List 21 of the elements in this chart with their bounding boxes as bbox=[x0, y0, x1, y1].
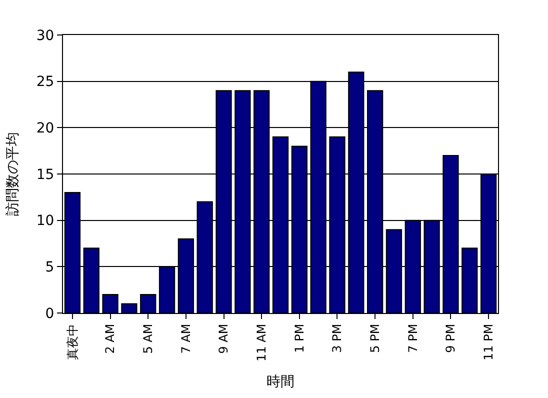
y-tick-label: 0 bbox=[45, 306, 54, 322]
y-tick-label: 25 bbox=[36, 74, 54, 90]
x-axis-title: 時間 bbox=[266, 374, 294, 390]
x-tick-label: 7 PM bbox=[406, 324, 420, 353]
y-tick-label: 20 bbox=[36, 120, 54, 137]
x-tick-label: 真夜中 bbox=[65, 324, 80, 360]
x-tick-label: 2 AM bbox=[103, 324, 118, 354]
x-tick-label: 9 AM bbox=[216, 324, 231, 354]
x-tick-label: 3 PM bbox=[330, 324, 344, 353]
y-tick-label: 15 bbox=[36, 166, 54, 183]
x-tick-label: 11 PM bbox=[481, 324, 496, 360]
y-tick-label: 5 bbox=[45, 260, 54, 276]
x-tick-label: 7 AM bbox=[178, 324, 193, 354]
y-tick-label: 30 bbox=[36, 28, 54, 44]
y-tick-label: 10 bbox=[36, 213, 54, 230]
x-tick-label: 5 PM bbox=[368, 324, 382, 353]
y-axis-title: 訪問数の平均 bbox=[4, 132, 21, 216]
x-tick-label: 9 PM bbox=[444, 324, 458, 353]
x-tick-label: 11 AM bbox=[254, 324, 268, 362]
x-tick-label: 1 PM bbox=[292, 324, 306, 353]
x-tick-label: 5 AM bbox=[141, 324, 156, 354]
